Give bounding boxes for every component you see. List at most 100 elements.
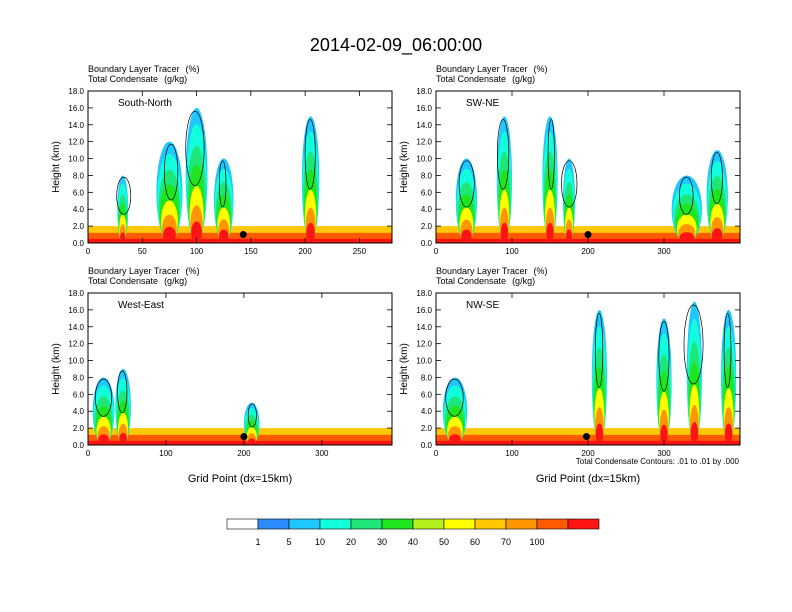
y-tick-label: 0.0 — [421, 441, 433, 450]
location-marker — [584, 231, 592, 239]
location-marker — [240, 433, 248, 441]
variable-caption-2: Total Condensate (g/kg) — [436, 74, 535, 84]
plume-5 — [721, 309, 737, 445]
location-marker — [239, 231, 247, 239]
panel-label: West-East — [118, 300, 164, 311]
y-tick-label: 6.0 — [421, 390, 433, 399]
condensate-contour — [164, 143, 179, 201]
plot-frame — [87, 292, 393, 446]
plume-layer — [162, 226, 176, 243]
variable-unit-2: (g/kg) — [164, 276, 187, 286]
x-tick-label: 0 — [434, 449, 439, 458]
plume-2 — [115, 369, 131, 445]
variable-name-1: Boundary Layer Tracer — [436, 266, 528, 276]
y-tick-label: 18.0 — [416, 289, 432, 298]
condensate-contour — [218, 160, 227, 208]
colorbar-swatch — [288, 518, 321, 530]
x-tick-label: 0 — [86, 449, 91, 458]
condensate-contour — [94, 378, 113, 417]
y-tick-label: 6.0 — [73, 390, 85, 399]
colorbar-swatch — [226, 518, 259, 530]
x-axis-label: Grid Point (dx=15km) — [536, 473, 640, 485]
y-tick-label: 4.0 — [73, 205, 85, 214]
y-tick-label: 10.0 — [68, 357, 84, 366]
y-tick-label: 16.0 — [416, 306, 432, 315]
colorbar-swatch — [319, 518, 352, 530]
y-tick-label: 16.0 — [68, 104, 84, 113]
contour-footnote: Total Condensate Contours: .01 to .01 by… — [576, 457, 740, 466]
variable-caption-2: Total Condensate (g/kg) — [88, 276, 187, 286]
y-tick-label: 18.0 — [68, 87, 84, 96]
plume-layer — [690, 422, 699, 445]
condensate-contour — [594, 312, 604, 388]
y-tick-label: 8.0 — [421, 171, 433, 180]
y-tick-label: 14.0 — [68, 323, 84, 332]
plume-5 — [671, 175, 702, 243]
variable-name-1: Boundary Layer Tracer — [88, 64, 180, 74]
plume-6 — [706, 150, 728, 243]
tracer-field — [436, 301, 740, 445]
colorbar-swatch — [505, 518, 538, 530]
plume-layer — [660, 424, 668, 445]
panel-label: SW-NE — [466, 98, 499, 109]
plume-5 — [301, 116, 320, 243]
y-axis-label: Height (km) — [51, 343, 62, 395]
colorbar-label: 5 — [286, 537, 291, 547]
colorbar-swatch — [350, 518, 383, 530]
bl-band-mid — [88, 232, 392, 243]
x-tick-label: 300 — [315, 449, 329, 458]
bl-band-inner — [88, 440, 392, 445]
y-tick-label: 14.0 — [416, 121, 432, 130]
condensate-contour — [445, 378, 464, 417]
plume-layer — [306, 222, 315, 243]
x-tick-label: 200 — [581, 247, 595, 256]
plume-layer — [679, 232, 695, 243]
plume-2 — [156, 141, 183, 243]
condensate-contour — [561, 160, 578, 208]
colorbar-swatch — [412, 518, 445, 530]
variable-unit-2: (g/kg) — [512, 74, 535, 84]
colorbar-label: 40 — [408, 537, 418, 547]
colorbar-swatch — [257, 518, 290, 530]
panels-group: 0 50 100 150 200 250 0.0 2.0 4.0 6.0 8.0 10.0 12.0 14… — [51, 64, 741, 485]
panel-1: 0 50 100 150 200 250 0.0 2.0 4.0 6.0 8.0 10.0 12.0 14… — [51, 64, 393, 256]
x-tick-label: 300 — [657, 247, 671, 256]
y-tick-label: 12.0 — [68, 138, 84, 147]
variable-unit-1: (%) — [534, 266, 548, 276]
variable-caption-1: Boundary Layer Tracer (%) — [436, 64, 548, 74]
plume-1 — [455, 158, 478, 243]
bl-band-inner — [88, 238, 392, 243]
y-tick-label: 14.0 — [416, 323, 432, 332]
x-tick-label: 150 — [244, 247, 258, 256]
variable-unit-1: (%) — [534, 64, 548, 74]
plume-layer — [119, 432, 127, 445]
plume-1 — [92, 377, 115, 445]
x-tick-label: 0 — [86, 247, 91, 256]
condensate-contour — [116, 176, 132, 215]
colorbar-label: 70 — [501, 537, 511, 547]
plume-layer — [565, 229, 573, 243]
condensate-contour — [458, 160, 475, 208]
plume-layer — [546, 222, 554, 243]
variable-name-2: Total Condensate — [88, 276, 158, 286]
y-tick-label: 8.0 — [421, 373, 433, 382]
plume-layer — [500, 222, 509, 243]
bl-band-mid — [436, 434, 740, 445]
variable-unit-1: (%) — [186, 266, 200, 276]
variable-caption-1: Boundary Layer Tracer (%) — [88, 64, 200, 74]
plume-2 — [591, 309, 607, 445]
y-tick-label: 0.0 — [73, 441, 85, 450]
variable-caption-1: Boundary Layer Tracer (%) — [88, 266, 200, 276]
tracer-field — [436, 116, 740, 243]
x-tick-label: 50 — [138, 247, 147, 256]
x-tick-label: 250 — [353, 247, 367, 256]
x-tick-label: 300 — [657, 449, 671, 458]
variable-name-1: Boundary Layer Tracer — [88, 266, 180, 276]
y-tick-label: 2.0 — [73, 424, 85, 433]
plume-3 — [542, 116, 558, 243]
variable-unit-2: (g/kg) — [512, 276, 535, 286]
y-tick-label: 10.0 — [68, 155, 84, 164]
condensate-contour — [185, 110, 205, 186]
colorbar-swatch — [567, 518, 600, 530]
